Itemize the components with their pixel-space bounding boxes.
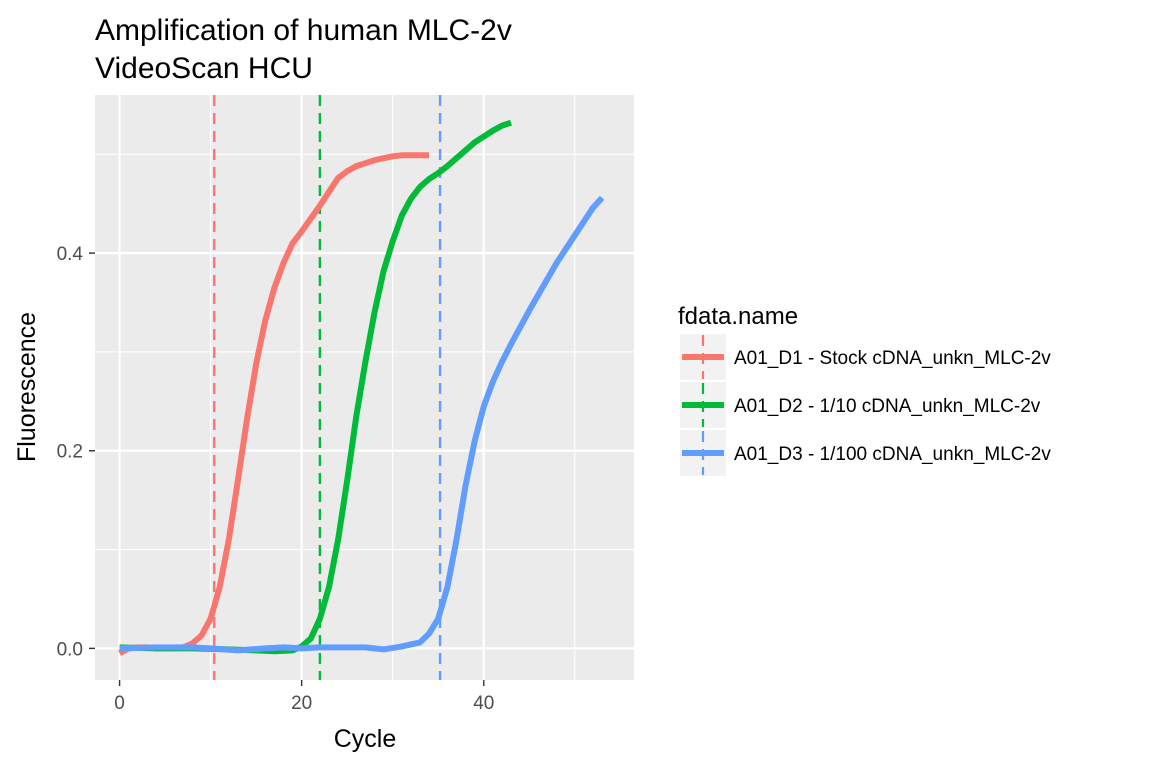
plot-panel bbox=[95, 95, 634, 680]
series-line-3 bbox=[119, 195, 605, 654]
series-lines bbox=[118, 119, 605, 656]
legend-label-2: A01_D2 - 1/10 cDNA_unkn_MLC-2v bbox=[734, 396, 1041, 417]
legend: fdata.name A01_D1 - Stock cDNA_unkn_MLC-… bbox=[678, 303, 1051, 476]
y-tick-label: 0.4 bbox=[57, 244, 84, 265]
chart-title: Amplification of human MLC-2v bbox=[95, 14, 512, 47]
x-tick-label: 40 bbox=[473, 693, 494, 714]
x-tick-label: 0 bbox=[114, 693, 125, 714]
legend-label-3: A01_D3 - 1/100 cDNA_unkn_MLC-2v bbox=[734, 444, 1051, 465]
x-tick-label: 20 bbox=[291, 693, 312, 714]
threshold-lines bbox=[213, 95, 442, 680]
chart-subtitle: VideoScan HCU bbox=[95, 52, 313, 85]
series-line-2 bbox=[119, 119, 513, 655]
legend-title: fdata.name bbox=[678, 303, 798, 330]
grid-major bbox=[95, 95, 634, 680]
x-axis-title: Cycle bbox=[334, 725, 397, 753]
y-tick-label: 0.0 bbox=[57, 639, 83, 660]
y-tick-label: 0.2 bbox=[57, 442, 83, 463]
axis-ticks: 0 20 40 0.0 0.2 0.4 bbox=[57, 244, 495, 714]
y-axis-title: Fluorescence bbox=[13, 312, 41, 462]
legend-label-1: A01_D1 - Stock cDNA_unkn_MLC-2v bbox=[734, 348, 1051, 369]
